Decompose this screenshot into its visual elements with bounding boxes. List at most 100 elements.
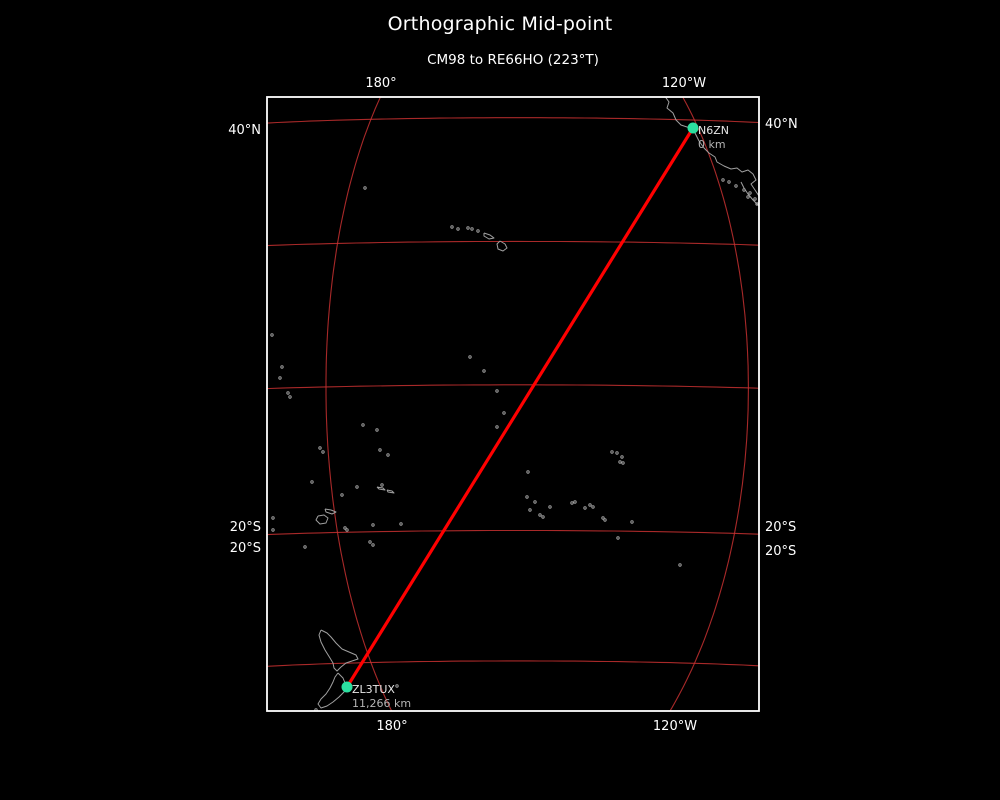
tick-top-0: 180°	[365, 76, 396, 91]
islet	[526, 470, 530, 474]
path-line	[345, 126, 695, 689]
islet	[525, 495, 529, 499]
islet	[371, 523, 375, 527]
islet	[375, 428, 379, 432]
islet	[399, 522, 403, 526]
meridian-180	[325, 97, 393, 711]
islet	[361, 423, 365, 427]
islet	[541, 515, 545, 519]
islet	[495, 389, 499, 393]
station-distance-zl3tux: 11,266 km	[352, 697, 411, 710]
islet	[502, 411, 506, 415]
islet	[321, 450, 325, 454]
islet	[591, 505, 595, 509]
islet	[450, 225, 454, 229]
tick-right-1: 20°S	[765, 520, 796, 535]
parallel-20	[267, 240, 759, 247]
islet	[727, 180, 731, 184]
islet	[746, 195, 750, 199]
station-marker-n6zn	[687, 122, 699, 134]
islet	[610, 450, 614, 454]
islet	[340, 493, 344, 497]
map-subtitle: CM98 to RE66HO (223°T)	[427, 52, 599, 68]
tick-left-2: 20°S	[230, 541, 261, 556]
islet	[278, 376, 282, 380]
islet	[538, 513, 542, 517]
tick-bottom-0: 180°	[376, 719, 407, 734]
islet	[345, 528, 349, 532]
coast-nz-north-island	[318, 629, 359, 672]
tick-left-1: 20°S	[230, 520, 261, 535]
tick-right-0: 40°N	[765, 117, 798, 132]
islet	[378, 448, 382, 452]
islet	[343, 526, 347, 530]
islet	[466, 226, 470, 230]
islet	[280, 365, 284, 369]
islet	[620, 455, 624, 459]
islet	[570, 501, 574, 505]
islet	[573, 500, 577, 504]
islet	[742, 188, 746, 192]
islet	[603, 518, 607, 522]
islet	[601, 516, 605, 520]
axis-labels: 180° 120°W 180° 120°W 40°N 20°S 20°S 40°N 20°S 20…	[228, 76, 798, 734]
islet	[618, 460, 622, 464]
station-distance-n6zn: 0 km	[698, 138, 726, 151]
coast-samoa-upolu	[386, 489, 395, 494]
coast-samoa-savaii	[376, 486, 386, 491]
islet	[476, 229, 480, 233]
station-callsign-n6zn: N6ZN	[698, 124, 729, 137]
islet	[270, 333, 274, 337]
parallel--40	[267, 660, 759, 667]
tick-bottom-1: 120°W	[653, 719, 697, 734]
station-markers	[341, 122, 699, 693]
tick-top-1: 120°W	[662, 76, 706, 91]
islet	[303, 545, 307, 549]
islet	[588, 503, 592, 507]
islet	[318, 446, 322, 450]
islet	[380, 483, 384, 487]
meridian--120	[669, 97, 749, 711]
coast-california-coast	[664, 97, 759, 197]
islet	[583, 506, 587, 510]
coast-hawaii-maui-group	[483, 232, 495, 240]
coast-hawaii-big-island	[496, 240, 508, 252]
station-marker-zl3tux	[341, 681, 353, 693]
islet	[678, 563, 682, 567]
islet	[721, 178, 725, 182]
islet	[528, 508, 532, 512]
islet	[314, 708, 318, 711]
islet	[288, 395, 292, 399]
islet	[286, 391, 290, 395]
islet	[271, 528, 275, 532]
tick-right-2: 20°S	[765, 544, 796, 559]
islet	[468, 355, 472, 359]
islet	[363, 186, 367, 190]
map-border	[266, 96, 760, 712]
islet	[753, 197, 757, 201]
islet	[548, 505, 552, 509]
parallel-40	[267, 117, 759, 124]
coast-nz-south-island	[317, 672, 348, 709]
islet	[386, 453, 390, 457]
parallel--20	[267, 529, 759, 536]
page-title: Orthographic Mid-point	[387, 13, 613, 35]
islet	[748, 191, 752, 195]
islet	[456, 227, 460, 231]
coast-fiji-viti-levu	[315, 514, 329, 525]
coast-baja-coast	[740, 181, 759, 207]
coastlines	[270, 97, 759, 711]
islet	[355, 485, 359, 489]
great-circle-path	[345, 126, 695, 689]
graticule-lines	[267, 97, 759, 711]
islet	[533, 500, 537, 504]
islet	[470, 227, 474, 231]
islet	[482, 369, 486, 373]
parallel-0	[267, 384, 759, 390]
islet	[495, 425, 499, 429]
islet	[368, 540, 372, 544]
islet	[271, 516, 275, 520]
